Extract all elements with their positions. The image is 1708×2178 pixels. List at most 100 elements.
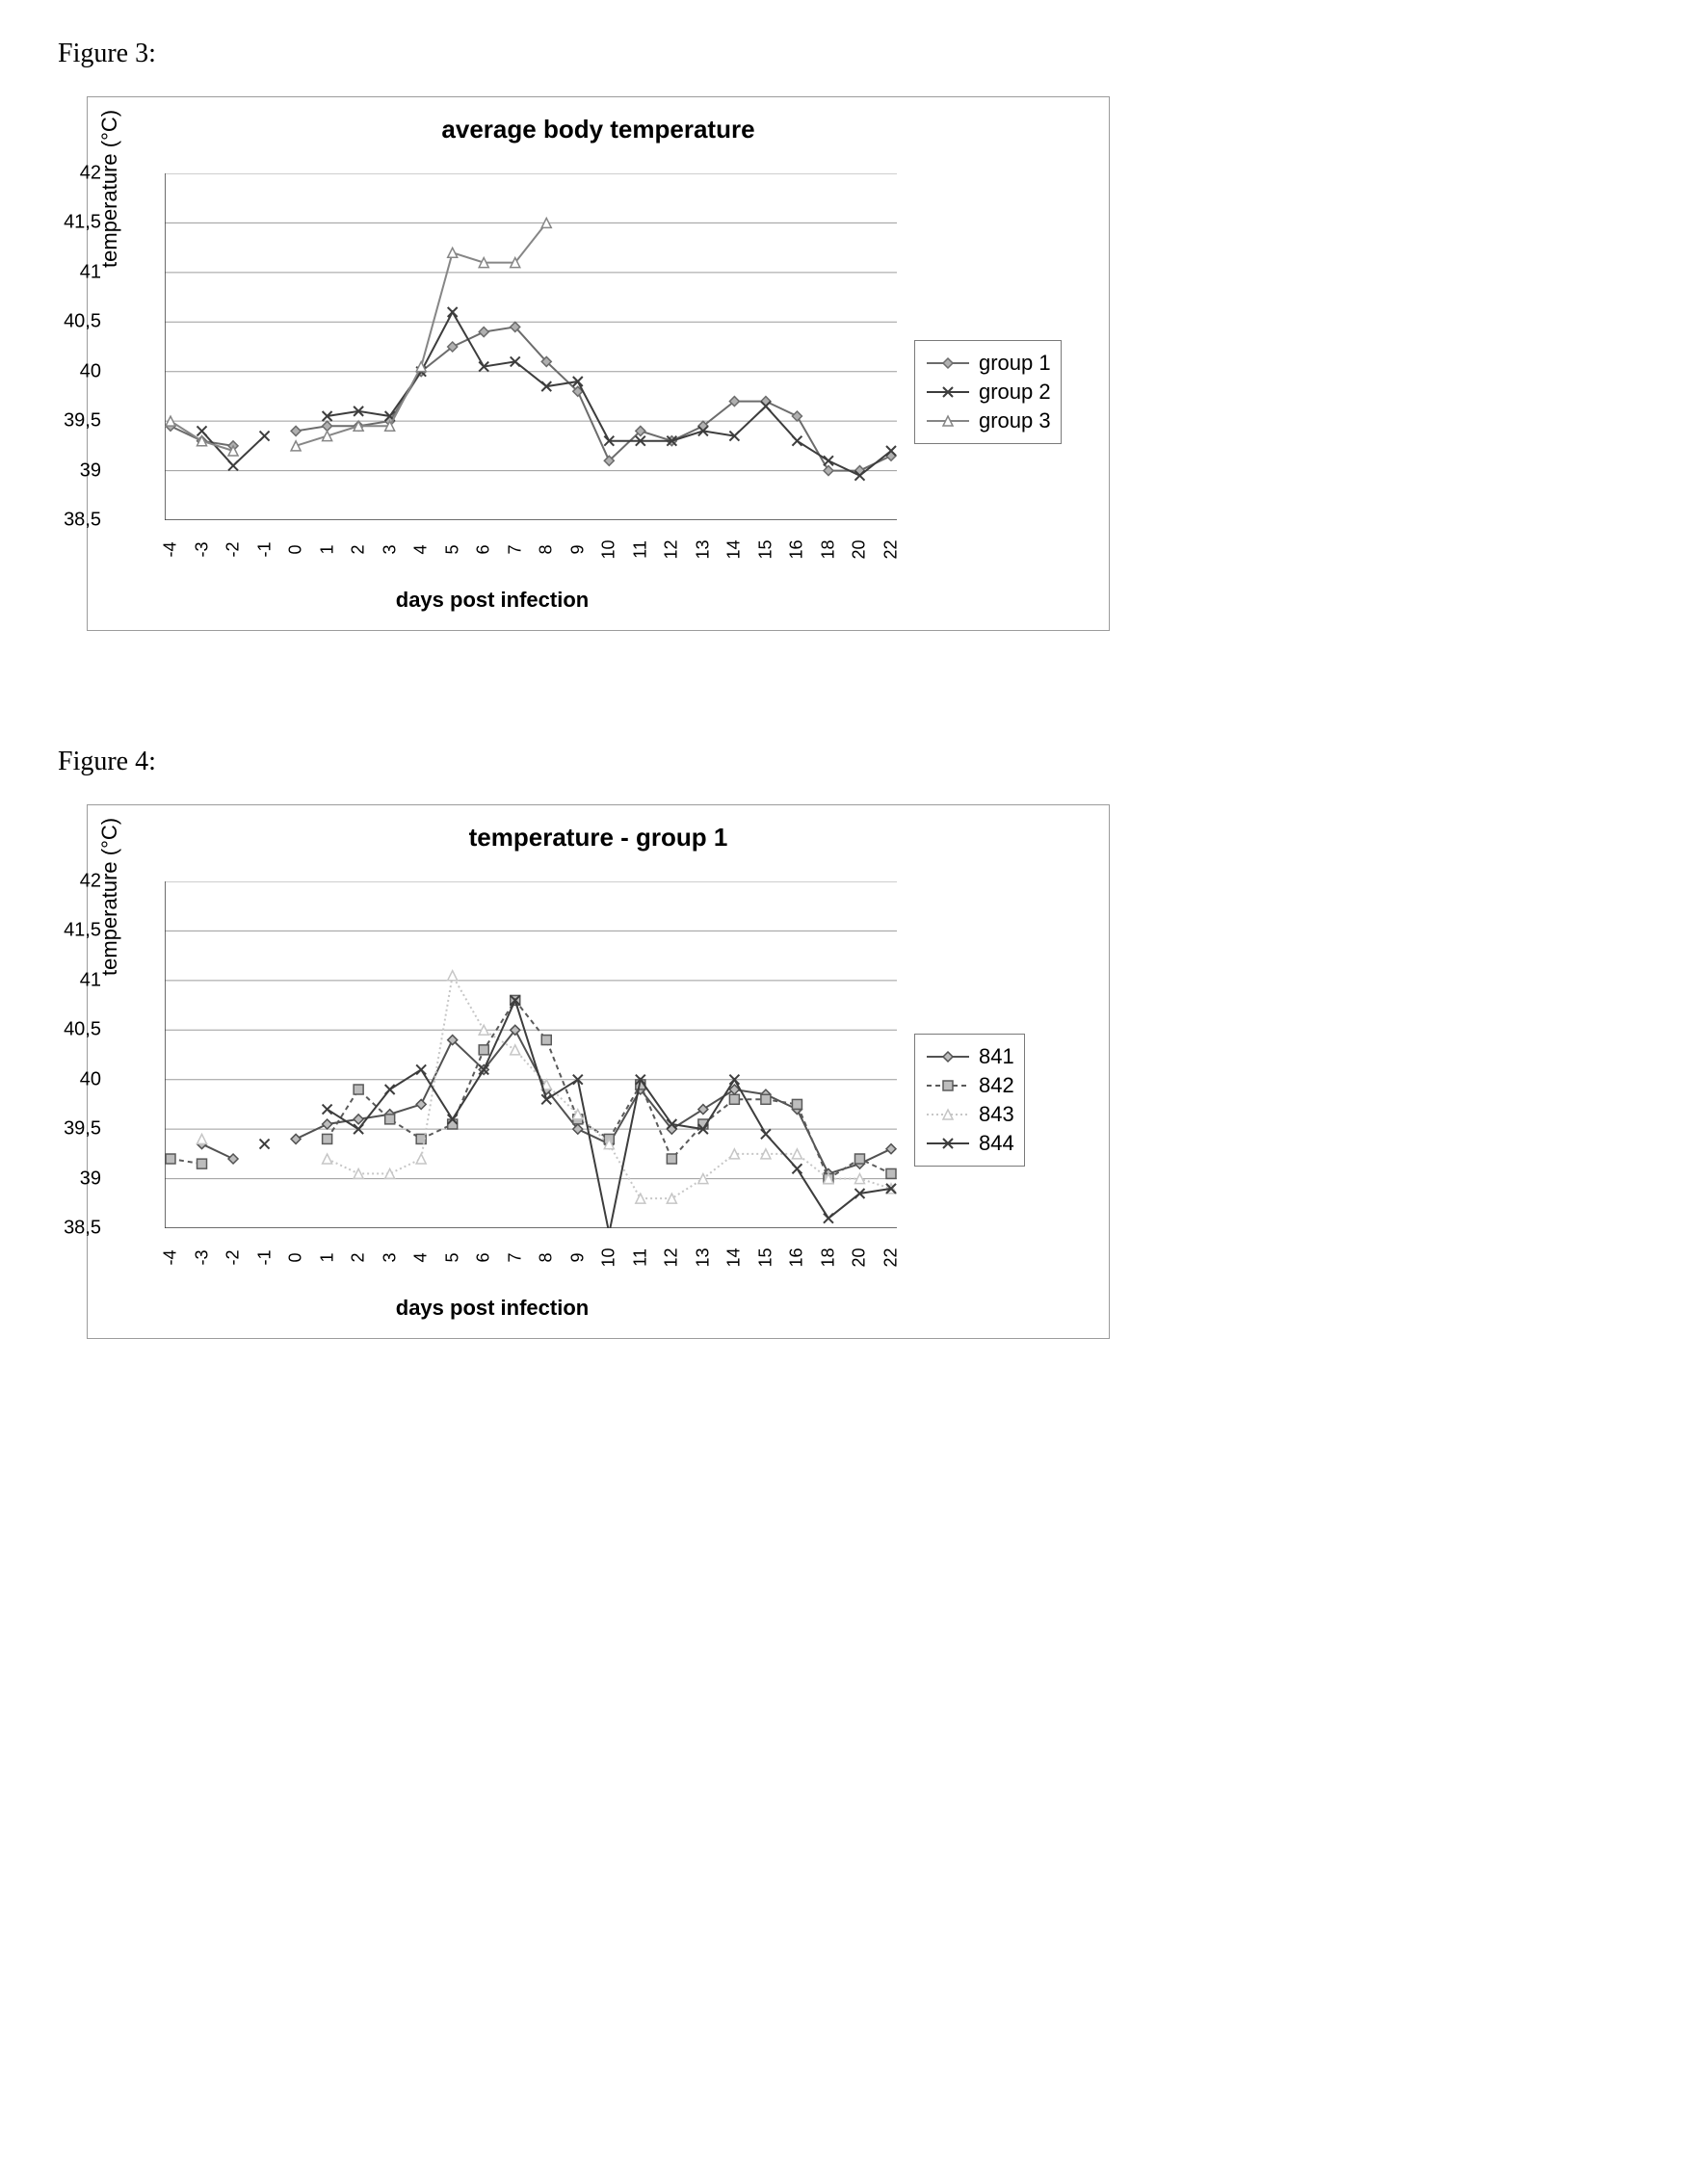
f3-xtick: 9 (567, 544, 588, 554)
f4-xtick: 9 (567, 1252, 588, 1262)
f4-xtick: -4 (161, 1249, 181, 1265)
f3-series-2-line (296, 223, 546, 445)
f3-ytick: 40,5 (53, 311, 101, 333)
f3-ylabel: temperature (°C) (97, 110, 122, 268)
f3-xtick: 12 (662, 539, 682, 559)
f3-plot-region: 38,53939,54040,54141,542-4-3-2-101234567… (165, 173, 897, 520)
f4-legend-item: 842 (925, 1073, 1014, 1098)
f4-ytick: 41,5 (53, 920, 101, 942)
f4-xtick: 10 (599, 1247, 619, 1267)
f3-xtick: 10 (599, 539, 619, 559)
f3-label: Figure 3: (58, 39, 1650, 69)
f4-xtick: 3 (380, 1252, 400, 1262)
f4-xtick: 4 (411, 1252, 432, 1262)
f3-xtick: 2 (349, 544, 369, 554)
f3-legend-label: group 1 (979, 351, 1051, 376)
f4-plot (165, 881, 897, 1228)
f3-xtick: 4 (411, 544, 432, 554)
f3-xtick: 16 (787, 539, 807, 559)
f3-series-0-line (296, 327, 891, 470)
f3-xtick: 7 (505, 544, 525, 554)
f4-plot-region: 38,53939,54040,54141,542-4-3-2-101234567… (165, 881, 897, 1228)
f3-xtick: -4 (161, 541, 181, 557)
f4-ytick: 42 (53, 871, 101, 893)
f4-legend-item: 841 (925, 1044, 1014, 1069)
f3-xtick: 15 (755, 539, 775, 559)
f4-ytick: 39 (53, 1168, 101, 1190)
f3-xtick: 8 (537, 544, 557, 554)
f3-xtick: 3 (380, 544, 400, 554)
f3-xlabel: days post infection (88, 588, 897, 613)
f4-xtick: 20 (850, 1247, 870, 1267)
f3-xtick: -1 (254, 541, 275, 557)
f3-ytick: 39 (53, 459, 101, 482)
f4-xtick: 8 (537, 1252, 557, 1262)
f3-legend-item: group 1 (925, 351, 1051, 376)
f4-xtick: 14 (724, 1247, 745, 1267)
f4-xtick: 11 (630, 1248, 650, 1267)
f4-xtick: 5 (442, 1252, 462, 1262)
f3-ytick: 38,5 (53, 510, 101, 532)
f4-legend: 841 842 843 844 (914, 1034, 1025, 1167)
f3-legend-item: group 3 (925, 408, 1051, 433)
f3-legend-label: group 3 (979, 408, 1051, 433)
f4-xtick: -2 (223, 1249, 244, 1265)
f3-ytick: 41 (53, 261, 101, 283)
f4-chart-frame: temperature - group 1 38,53939,54040,5414… (87, 804, 1110, 1339)
f3-series-1-line (328, 312, 891, 476)
f3-ytick: 40 (53, 360, 101, 382)
f4-xlabel: days post infection (88, 1296, 897, 1321)
f4-legend-label: 841 (979, 1044, 1014, 1069)
f4-xtick: 15 (755, 1247, 775, 1267)
f3-ytick: 42 (53, 163, 101, 185)
f3-xtick: 5 (442, 544, 462, 554)
f4-xtick: 0 (286, 1252, 306, 1262)
f4-ytick: 38,5 (53, 1218, 101, 1240)
f4-xtick: 16 (787, 1247, 807, 1267)
f4-ylabel: temperature (°C) (97, 818, 122, 976)
f3-xtick: 20 (850, 539, 870, 559)
f4-xtick: 18 (818, 1247, 838, 1267)
f4-legend-label: 842 (979, 1073, 1014, 1098)
f4-figure: Figure 4: temperature - group 1 38,53939,5… (58, 747, 1650, 1339)
f4-xtick: 2 (349, 1252, 369, 1262)
f4-xtick: 13 (693, 1247, 713, 1267)
f3-legend-label: group 2 (979, 380, 1051, 405)
f3-xtick: 13 (693, 539, 713, 559)
f4-series-2-line (328, 976, 891, 1198)
f4-legend-label: 844 (979, 1131, 1014, 1156)
f4-xtick: 7 (505, 1252, 525, 1262)
f4-xtick: 12 (662, 1247, 682, 1267)
f3-ytick: 39,5 (53, 410, 101, 433)
f4-ytick: 40 (53, 1068, 101, 1090)
f4-ytick: 39,5 (53, 1118, 101, 1141)
f3-xtick: -3 (192, 541, 212, 557)
f4-legend-label: 843 (979, 1102, 1014, 1127)
f4-label: Figure 4: (58, 747, 1650, 777)
f4-xtick: 22 (881, 1247, 902, 1267)
f4-xtick: 1 (317, 1252, 337, 1262)
f4-ytick: 40,5 (53, 1019, 101, 1041)
f3-xtick: 6 (474, 544, 494, 554)
f4-legend-item: 843 (925, 1102, 1014, 1127)
f3-xtick: 22 (881, 539, 902, 559)
f3-xtick: 1 (317, 544, 337, 554)
f3-title: average body temperature (88, 115, 1109, 144)
f4-series-0-line (202, 1144, 234, 1159)
f4-ytick: 41 (53, 969, 101, 991)
f4-legend-item: 844 (925, 1131, 1014, 1156)
f4-xtick: -1 (254, 1249, 275, 1265)
f3-chart-frame: average body temperature 38,53939,54040,5… (87, 96, 1110, 631)
f3-legend-item: group 2 (925, 380, 1051, 405)
f3-xtick: 14 (724, 539, 745, 559)
f4-xtick: 6 (474, 1252, 494, 1262)
f3-xtick: 0 (286, 544, 306, 554)
f3-ytick: 41,5 (53, 212, 101, 234)
f4-series-3-line (328, 1000, 891, 1228)
f3-xtick: -2 (223, 541, 244, 557)
f3-legend: group 1 group 2 group 3 (914, 340, 1062, 444)
f4-title: temperature - group 1 (88, 823, 1109, 853)
f3-xtick: 18 (818, 539, 838, 559)
f3-plot (165, 173, 897, 520)
f3-figure: Figure 3: average body temperature 38,5393… (58, 39, 1650, 631)
